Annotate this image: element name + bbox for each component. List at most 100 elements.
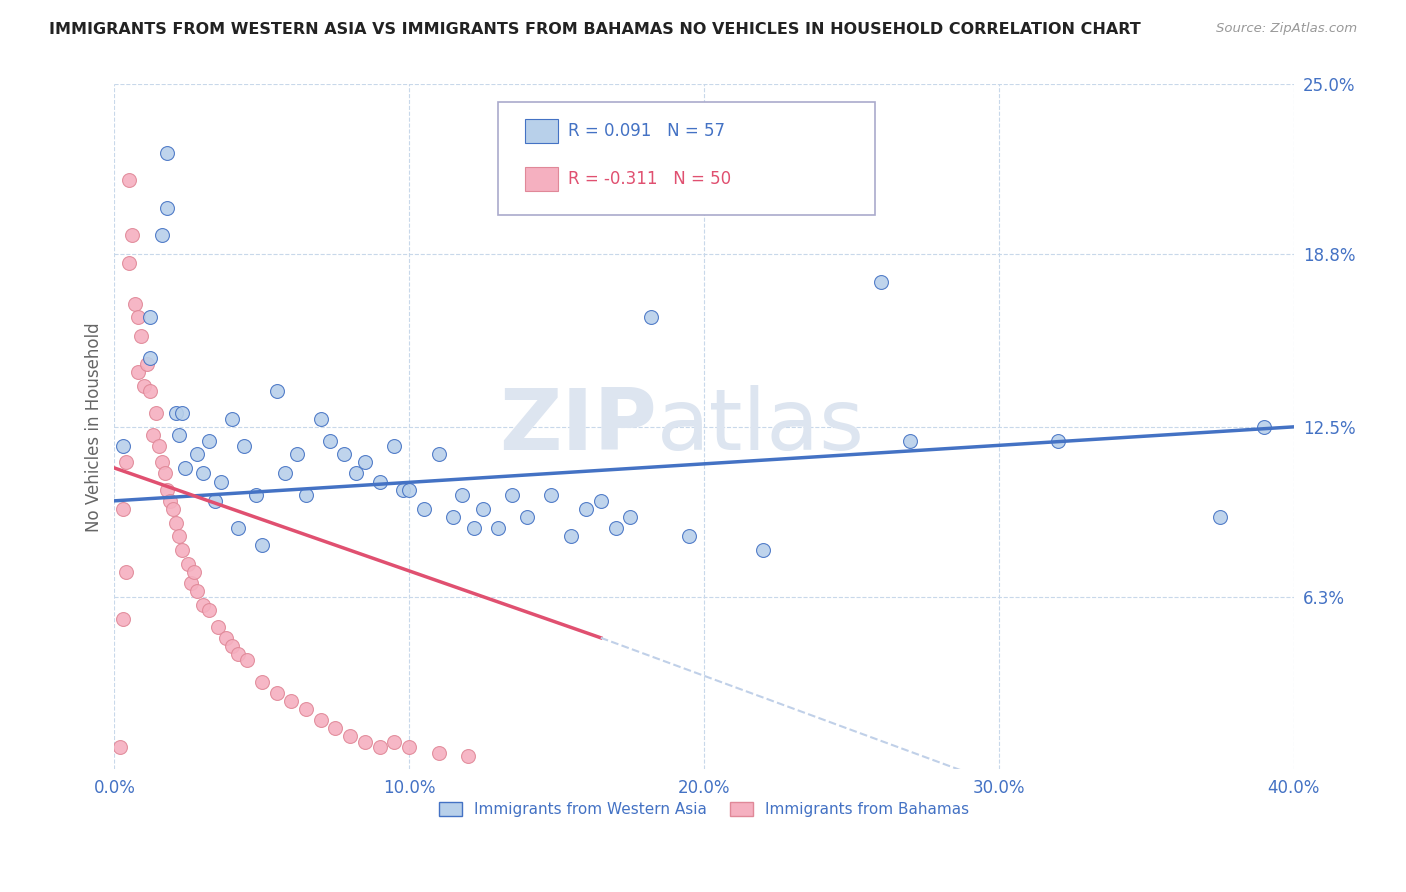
Point [245, 488, 267, 502]
Point [162, 502, 184, 516]
Point [413, 502, 436, 516]
Point [250, 674, 273, 689]
Point [427, 746, 450, 760]
Point [354, 735, 377, 749]
Point [191, 598, 214, 612]
Point [221, 411, 243, 425]
FancyBboxPatch shape [524, 119, 558, 143]
Point [145, 406, 167, 420]
Point [172, 543, 194, 558]
Point [664, 119, 686, 133]
Point [209, 475, 232, 489]
Point [236, 653, 259, 667]
Point [575, 502, 598, 516]
Point [295, 488, 318, 502]
Point [112, 439, 135, 453]
Point [441, 510, 464, 524]
Point [560, 529, 582, 543]
Point [150, 228, 173, 243]
Point [186, 447, 208, 461]
Point [344, 467, 367, 481]
Point [121, 228, 143, 243]
Point [127, 310, 149, 325]
Point [167, 529, 190, 543]
Point [180, 576, 202, 591]
Text: R = -0.311   N = 50: R = -0.311 N = 50 [568, 170, 731, 188]
Point [869, 275, 891, 289]
Point [135, 357, 157, 371]
Point [159, 493, 181, 508]
Point [318, 434, 340, 448]
Point [226, 647, 249, 661]
Point [221, 639, 243, 653]
Point [139, 384, 162, 399]
Point [156, 483, 179, 497]
Point [167, 428, 190, 442]
Point [457, 748, 479, 763]
Point [471, 502, 494, 516]
Text: atlas: atlas [657, 385, 865, 468]
Point [339, 730, 361, 744]
Point [177, 557, 200, 571]
Point [115, 565, 138, 579]
Point [384, 735, 406, 749]
Point [354, 455, 377, 469]
Text: ZIP: ZIP [499, 385, 657, 468]
Point [516, 510, 538, 524]
Point [118, 255, 141, 269]
Point [280, 694, 302, 708]
Point [150, 455, 173, 469]
Point [226, 521, 249, 535]
Point [295, 702, 318, 716]
Point [197, 603, 219, 617]
Point [266, 384, 288, 399]
Point [451, 488, 474, 502]
Point [127, 365, 149, 379]
Point [640, 310, 662, 325]
Point [165, 406, 187, 420]
Legend: Immigrants from Western Asia, Immigrants from Bahamas: Immigrants from Western Asia, Immigrants… [433, 796, 976, 823]
Point [142, 428, 165, 442]
Point [156, 145, 179, 160]
Point [110, 740, 132, 755]
Point [197, 434, 219, 448]
Point [392, 483, 415, 497]
Point [325, 721, 347, 735]
Point [186, 584, 208, 599]
Point [1209, 510, 1232, 524]
Point [191, 467, 214, 481]
Point [215, 631, 238, 645]
Point [174, 461, 197, 475]
Point [115, 455, 138, 469]
Point [112, 612, 135, 626]
Point [129, 329, 152, 343]
Point [148, 439, 170, 453]
Text: R = 0.091   N = 57: R = 0.091 N = 57 [568, 122, 725, 140]
Point [156, 201, 179, 215]
Point [139, 310, 162, 325]
Point [285, 447, 308, 461]
Point [398, 483, 420, 497]
FancyBboxPatch shape [498, 102, 875, 215]
Point [1253, 420, 1275, 434]
Point [463, 521, 485, 535]
Point [1046, 434, 1069, 448]
Text: Source: ZipAtlas.com: Source: ZipAtlas.com [1216, 22, 1357, 36]
Point [112, 502, 135, 516]
Point [266, 685, 288, 699]
Point [540, 488, 562, 502]
Point [118, 173, 141, 187]
Point [398, 740, 420, 755]
Point [501, 488, 523, 502]
FancyBboxPatch shape [524, 167, 558, 191]
Point [384, 439, 406, 453]
Point [589, 493, 612, 508]
Y-axis label: No Vehicles in Household: No Vehicles in Household [86, 322, 103, 532]
Point [274, 467, 297, 481]
Point [605, 521, 627, 535]
Point [132, 378, 155, 392]
Point [207, 620, 229, 634]
Point [619, 510, 641, 524]
Point [486, 521, 509, 535]
Point [368, 475, 391, 489]
